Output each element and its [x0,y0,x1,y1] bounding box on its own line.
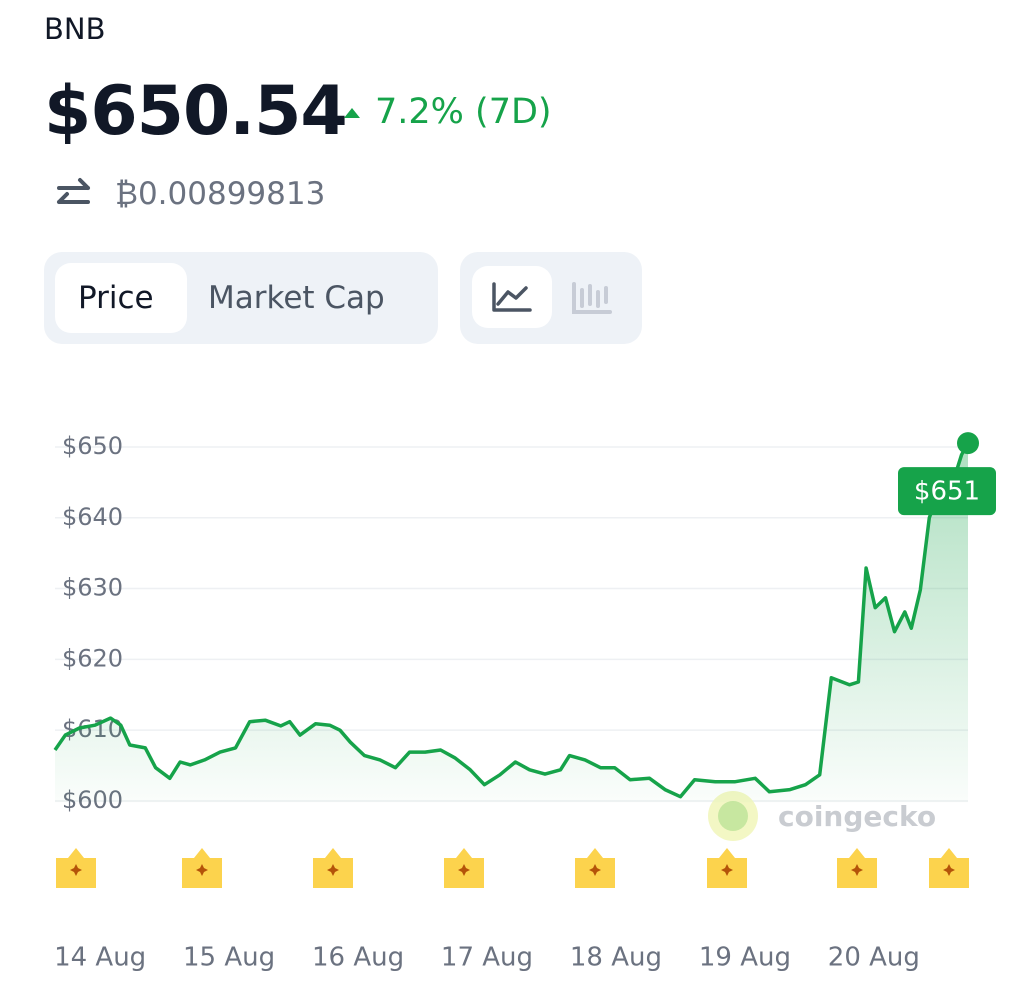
y-tick-label: $640 [62,503,123,531]
watermark: coingecko [778,800,936,833]
candle-chart-button[interactable] [568,280,614,316]
y-tick-label: $650 [62,432,123,460]
line-icon [492,282,532,312]
coin-price: $650.54 [44,72,348,151]
x-tick-label: 19 Aug [699,943,791,973]
price-area [55,443,968,803]
y-tick-label: $630 [62,574,123,602]
x-tick-label: 16 Aug [312,943,404,973]
x-tick-label: 20 Aug [828,943,920,973]
price-tab[interactable]: Price [78,280,154,316]
coin-symbol: BNB [44,12,106,46]
x-tick-label: 18 Aug [570,943,662,973]
watermark-logo-inner [718,801,748,831]
active-tab-bg [55,263,187,333]
up-arrow [344,108,360,118]
line-chart-button[interactable] [472,266,552,328]
price-change: 7.2% (7D) [375,92,552,132]
y-tick-label: $620 [62,644,123,672]
last-point [957,432,979,455]
swap-icon [57,178,90,204]
event-markers [56,848,969,888]
x-tick-label: 14 Aug [54,943,146,973]
btc-price: ₿0.00899813 [115,176,326,212]
price-line [53,442,970,799]
plot: $651 [53,432,996,803]
x-tick-label: 15 Aug [183,943,275,973]
x-tick-label: 17 Aug [441,943,533,973]
price-badge [898,467,996,516]
price-badge-label: $651 [914,477,980,507]
market-cap-tab[interactable]: Market Cap [208,280,385,316]
